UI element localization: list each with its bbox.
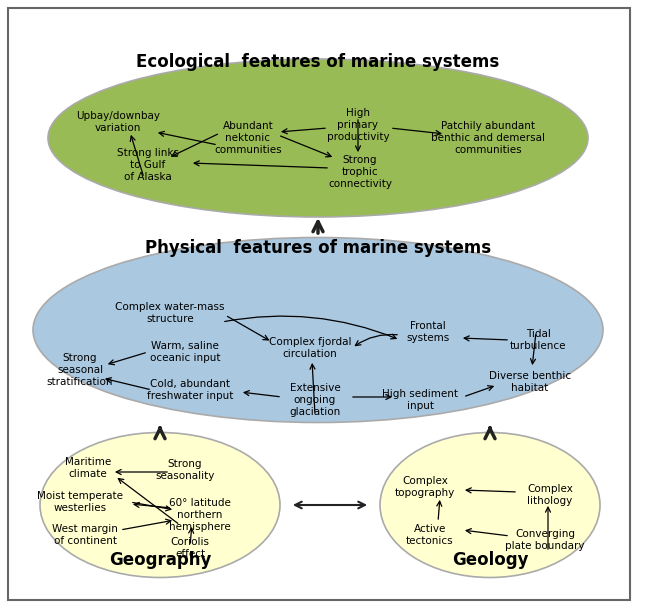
Text: Moist temperate
westerlies: Moist temperate westerlies	[37, 491, 123, 513]
Ellipse shape	[48, 59, 588, 217]
Text: Extensive
ongoing
glaciation: Extensive ongoing glaciation	[289, 383, 341, 417]
Text: 60° latitude
northern
hemisphere: 60° latitude northern hemisphere	[169, 499, 231, 532]
Text: Strong links
to Gulf
of Alaska: Strong links to Gulf of Alaska	[117, 148, 179, 181]
Text: Strong
trophic
connectivity: Strong trophic connectivity	[328, 155, 392, 189]
Text: Tidal
turbulence: Tidal turbulence	[510, 329, 566, 351]
Text: Geography: Geography	[109, 551, 211, 569]
Text: Physical  features of marine systems: Physical features of marine systems	[145, 239, 491, 257]
Text: Geology: Geology	[452, 551, 528, 569]
Text: Patchily abundant
benthic and demersal
communities: Patchily abundant benthic and demersal c…	[431, 122, 545, 155]
Text: Diverse benthic
habitat: Diverse benthic habitat	[489, 371, 571, 393]
Text: Complex
topography: Complex topography	[395, 476, 455, 498]
Text: Frontal
systems: Frontal systems	[406, 321, 450, 343]
Text: Strong
seasonality: Strong seasonality	[155, 459, 214, 481]
Text: Upbay/downbay
variation: Upbay/downbay variation	[76, 111, 160, 133]
Text: High
primary
productivity: High primary productivity	[327, 108, 389, 142]
Text: Strong
seasonal
stratification: Strong seasonal stratification	[47, 353, 113, 387]
Text: West margin
of continent: West margin of continent	[52, 524, 118, 546]
Ellipse shape	[40, 433, 280, 577]
Text: Complex fjordal
circulation: Complex fjordal circulation	[268, 337, 351, 359]
Text: Coriolis
effect: Coriolis effect	[170, 537, 209, 559]
Text: Abundant
nektonic
communities: Abundant nektonic communities	[214, 122, 282, 155]
Text: Cold, abundant
freshwater input: Cold, abundant freshwater input	[147, 379, 233, 401]
Ellipse shape	[380, 433, 600, 577]
Text: Warm, saline
oceanic input: Warm, saline oceanic input	[150, 341, 220, 363]
Text: Active
tectonics: Active tectonics	[406, 524, 454, 546]
Text: Converging
plate boundary: Converging plate boundary	[505, 529, 585, 551]
Text: Maritime
climate: Maritime climate	[65, 457, 111, 479]
Text: Complex water-mass
structure: Complex water-mass structure	[115, 302, 225, 324]
Text: Ecological  features of marine systems: Ecological features of marine systems	[136, 53, 500, 71]
Ellipse shape	[33, 238, 603, 422]
Text: High sediment
input: High sediment input	[382, 389, 458, 411]
Text: Complex
lithology: Complex lithology	[527, 484, 573, 506]
